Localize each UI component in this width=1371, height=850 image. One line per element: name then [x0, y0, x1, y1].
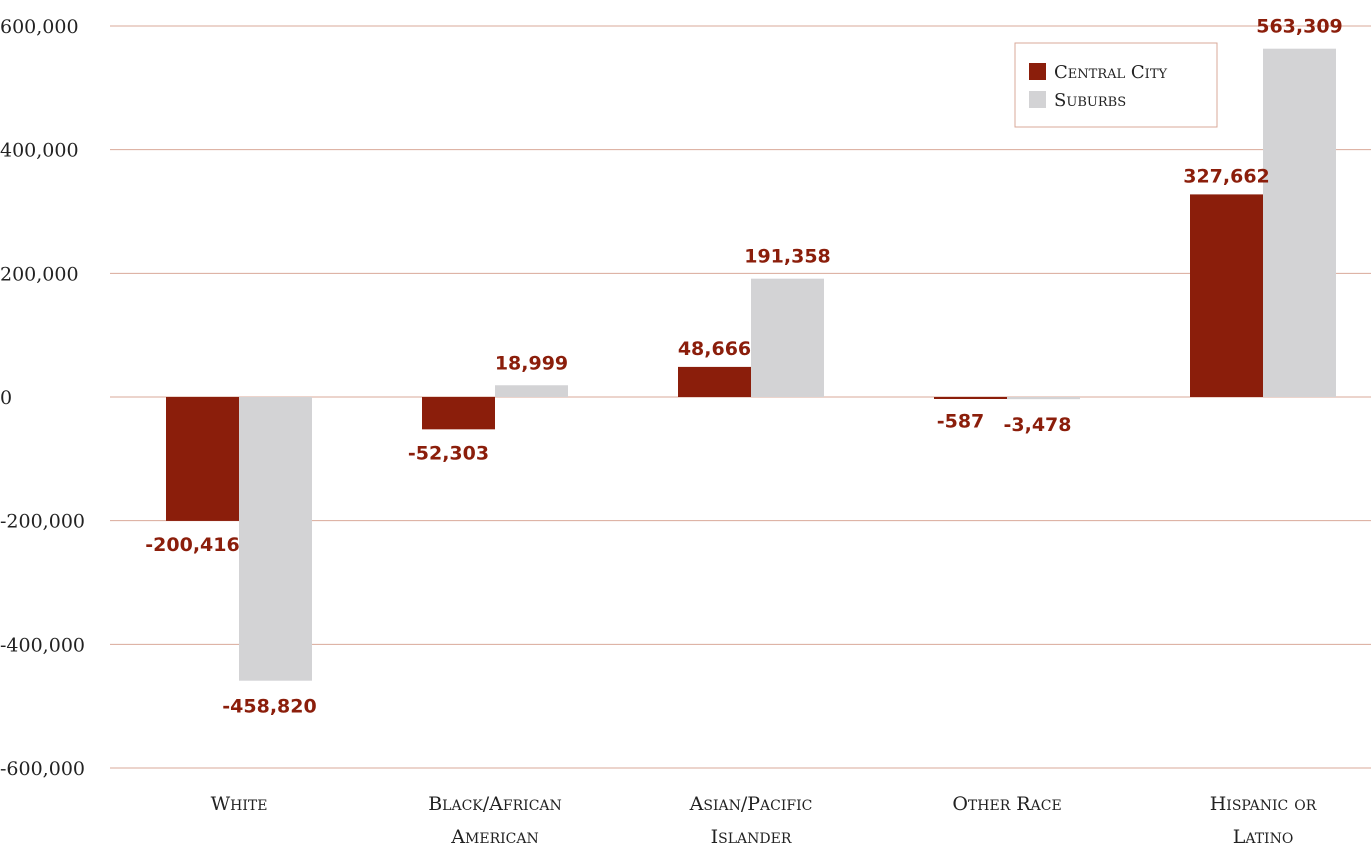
bar-suburbs [1007, 397, 1080, 400]
x-tick-label: LATINO [1233, 826, 1294, 848]
bar-central-city [934, 397, 1007, 399]
y-tick-label: -200,000 [0, 511, 85, 533]
y-tick-label: 400,000 [0, 140, 79, 162]
data-label-suburbs: 191,358 [744, 246, 831, 268]
bar-central-city [1190, 194, 1263, 397]
legend-label: CENTRAL CITY [1054, 62, 1167, 83]
bar-central-city [166, 397, 239, 521]
bar-suburbs [495, 385, 568, 397]
x-tick-label: HISPANIC OR [1210, 793, 1317, 815]
data-label-suburbs: 563,309 [1256, 16, 1343, 38]
data-label-suburbs: 18,999 [495, 352, 568, 374]
data-label-central-city: 327,662 [1183, 165, 1270, 187]
y-tick-label: 0 [0, 387, 12, 409]
x-tick-label: ASIAN/PACIFIC [689, 793, 813, 815]
legend-swatch [1029, 91, 1046, 108]
bar-suburbs [751, 278, 824, 397]
bar-suburbs [239, 397, 312, 681]
data-label-suburbs: -458,820 [222, 696, 316, 718]
data-label-suburbs: -3,478 [1004, 414, 1072, 436]
x-tick-label: WHITE [211, 793, 268, 815]
y-tick-label: -400,000 [0, 634, 85, 656]
y-tick-label: -600,000 [0, 758, 85, 780]
legend-swatch [1029, 63, 1046, 80]
x-tick-label: OTHER RACE [952, 793, 1061, 815]
bar-suburbs [1263, 48, 1336, 398]
y-tick-label: 200,000 [0, 263, 79, 285]
legend-box [1014, 42, 1218, 128]
bar-central-city [678, 366, 751, 397]
data-label-central-city: -200,416 [145, 534, 239, 556]
data-label-central-city: -587 [937, 410, 985, 432]
legend-label: SUBURBS [1054, 90, 1126, 111]
bar-central-city [422, 397, 495, 430]
data-label-central-city: -52,303 [408, 442, 489, 464]
x-tick-label: ISLANDER [711, 826, 792, 848]
x-tick-label: AMERICAN [450, 826, 538, 848]
x-tick-label: BLACK/AFRICAN [428, 793, 562, 815]
data-label-central-city: 48,666 [678, 338, 751, 360]
y-tick-label: 600,000 [0, 16, 79, 38]
